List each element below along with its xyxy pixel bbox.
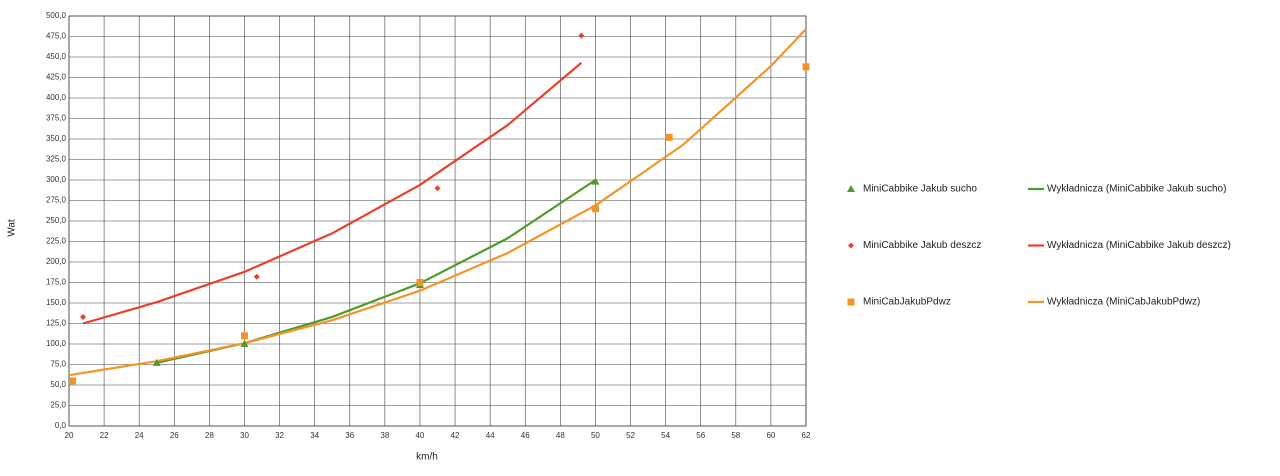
y-tick-label: 450,0 xyxy=(46,52,67,61)
trend-line xyxy=(82,61,583,325)
x-tick-label: 46 xyxy=(521,431,530,440)
y-tick-label: 425,0 xyxy=(46,73,67,82)
x-tick-label: 48 xyxy=(556,431,565,440)
y-tick-label: 400,0 xyxy=(46,93,67,102)
legend-label: Wykładnicza (MiniCabbike Jakub deszcz) xyxy=(1047,240,1231,251)
x-tick-label: 54 xyxy=(661,431,670,440)
y-tick-label: 75,0 xyxy=(50,360,66,369)
legend-label: Wykładnicza (MiniCabbike Jakub sucho) xyxy=(1047,184,1226,195)
x-tick-label: 26 xyxy=(170,431,179,440)
x-tick-label: 28 xyxy=(205,431,214,440)
x-tick-label: 44 xyxy=(486,431,495,440)
x-tick-label: 60 xyxy=(766,431,775,440)
x-tick-label: 40 xyxy=(415,431,424,440)
y-tick-label: 175,0 xyxy=(46,278,67,287)
y-tick-label: 200,0 xyxy=(46,257,67,266)
trend-line xyxy=(68,28,807,377)
x-tick-label: 24 xyxy=(135,431,144,440)
y-tick-label: 475,0 xyxy=(46,32,67,41)
y-tick-label: 300,0 xyxy=(46,175,67,184)
y-tick-label: 50,0 xyxy=(50,380,66,389)
y-tick-label: 500,0 xyxy=(46,11,67,20)
marker xyxy=(152,358,161,366)
marker xyxy=(240,332,248,340)
marker xyxy=(416,279,424,286)
x-tick-label: 62 xyxy=(802,431,811,440)
x-tick-label: 56 xyxy=(696,431,705,440)
y-axis-label: Wat xyxy=(7,219,18,237)
x-tick-label: 50 xyxy=(591,431,600,440)
y-tick-label: 100,0 xyxy=(46,339,67,348)
x-tick-label: 32 xyxy=(275,431,284,440)
y-tick-label: 225,0 xyxy=(46,237,67,246)
y-tick-label: 125,0 xyxy=(46,319,67,328)
y-tick-label: 150,0 xyxy=(46,298,67,307)
marker xyxy=(591,205,599,213)
marker xyxy=(847,185,855,192)
x-axis-label: km/h xyxy=(416,452,438,463)
x-tick-label: 20 xyxy=(65,431,74,440)
legend-label: MiniCabJakubPdwz xyxy=(863,297,951,308)
x-tick-label: 30 xyxy=(240,431,249,440)
x-tick-label: 58 xyxy=(731,431,740,440)
marker xyxy=(434,185,441,192)
x-tick-label: 52 xyxy=(626,431,635,440)
legend-label: MiniCabbike Jakub sucho xyxy=(863,184,977,195)
marker xyxy=(665,133,673,141)
y-tick-label: 250,0 xyxy=(46,216,67,225)
y-tick-label: 325,0 xyxy=(46,155,67,164)
marker xyxy=(80,313,87,320)
y-tick-label: 25,0 xyxy=(50,401,66,410)
marker xyxy=(253,273,260,280)
y-tick-label: 375,0 xyxy=(46,114,67,123)
y-tick-label: 0,0 xyxy=(55,421,67,430)
legend-label: MiniCabbike Jakub deszcz xyxy=(863,240,981,251)
marker xyxy=(591,177,600,185)
y-tick-label: 275,0 xyxy=(46,196,67,205)
x-tick-label: 36 xyxy=(345,431,354,440)
x-tick-label: 42 xyxy=(451,431,460,440)
plot-border xyxy=(68,15,807,427)
marker xyxy=(802,63,810,71)
x-tick-label: 34 xyxy=(310,431,319,440)
marker xyxy=(847,298,855,306)
marker xyxy=(240,340,249,347)
marker xyxy=(848,242,854,249)
marker xyxy=(69,377,77,385)
marker xyxy=(578,32,585,39)
x-tick-label: 38 xyxy=(380,431,389,440)
trend-line xyxy=(156,179,597,364)
x-tick-label: 22 xyxy=(100,431,109,440)
y-tick-label: 350,0 xyxy=(46,134,67,143)
legend-label: Wykładnicza (MiniCabJakubPdwz) xyxy=(1047,297,1200,308)
